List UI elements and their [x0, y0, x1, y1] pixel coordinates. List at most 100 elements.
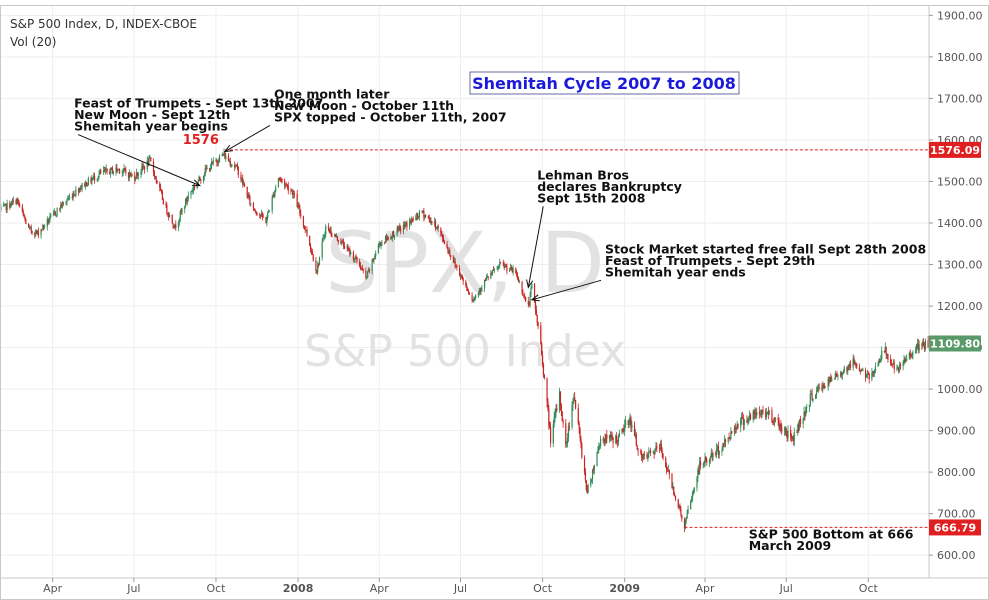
candle-body — [234, 165, 237, 168]
candle-body — [818, 387, 820, 389]
candle-body — [554, 413, 556, 418]
candle-body — [666, 471, 669, 472]
candle-body — [872, 371, 874, 373]
candle-body — [187, 195, 189, 199]
candle-body — [322, 237, 324, 242]
candle-body — [71, 196, 73, 199]
candle-body — [891, 363, 894, 365]
candle-body — [530, 288, 532, 295]
candle-body — [680, 509, 682, 515]
y-tick-label: 1500.00 — [937, 175, 983, 188]
candle-body — [577, 408, 579, 424]
candle-body — [603, 439, 605, 441]
candle-body — [821, 387, 823, 390]
candle-body — [356, 257, 358, 262]
candle-body — [306, 229, 308, 236]
candle-body — [829, 376, 831, 383]
candle-body — [849, 364, 852, 368]
candle-body — [455, 265, 457, 267]
candle-body — [134, 175, 136, 181]
candle-body — [916, 343, 918, 345]
candle-body — [458, 267, 461, 276]
candle-body — [690, 500, 692, 510]
candle-body — [861, 370, 863, 371]
candles — [0, 148, 930, 533]
candle-body — [685, 518, 687, 521]
candle-body — [278, 178, 280, 179]
candle-body — [415, 216, 417, 221]
candle-body — [758, 412, 761, 414]
candle-body — [384, 236, 387, 243]
candle-body — [772, 421, 774, 423]
candle-body — [293, 193, 296, 195]
candle-body — [9, 203, 11, 208]
time-scale[interactable]: Apr Jul Oct 2008 Apr Jul Oct 2009 Apr Jul Oct — [43, 578, 879, 595]
chart-title: Shemitah Cycle 2007 to 2008 — [472, 74, 736, 93]
candle-body — [777, 418, 779, 421]
candle-body — [496, 268, 498, 270]
candle-body — [410, 218, 413, 223]
candle-body — [61, 202, 64, 208]
candle-body — [556, 408, 558, 411]
candle-body — [186, 198, 189, 202]
annotation: Stock Market started free fall Sept 28th… — [530, 241, 926, 302]
candle-body — [418, 211, 421, 218]
candle-body — [799, 419, 802, 425]
candle-body — [428, 218, 430, 220]
candle-body — [843, 367, 845, 373]
candle-body — [310, 250, 313, 252]
candle-body — [277, 178, 280, 188]
candle-body — [46, 219, 48, 227]
candle-body — [771, 410, 773, 422]
candle-body — [833, 378, 836, 380]
candle-body — [604, 439, 606, 443]
candle-body — [380, 243, 382, 246]
candle-body — [27, 223, 30, 228]
candle-body — [465, 281, 467, 286]
x-tick-label: Jul — [453, 582, 467, 595]
candle-body — [677, 499, 679, 508]
candle-body — [730, 431, 732, 440]
candle-body — [85, 182, 87, 187]
candle-body — [517, 277, 520, 282]
candle-body — [175, 224, 177, 228]
candle-body — [60, 205, 62, 209]
candle-body — [253, 208, 255, 211]
candle-body — [643, 454, 645, 455]
candle-body — [60, 205, 63, 208]
candle-body — [93, 175, 96, 181]
candle-body — [349, 249, 351, 255]
candle-body — [115, 167, 117, 172]
candle-body — [80, 187, 82, 190]
candle-body — [708, 459, 711, 463]
volume-indicator[interactable]: Vol (20) — [10, 35, 56, 49]
candle-body — [43, 225, 45, 227]
candle-body — [140, 171, 142, 175]
symbol-title[interactable]: S&P 500 Index, D, INDEX-CBOE — [10, 17, 197, 31]
candle-body — [710, 452, 712, 457]
candle-body — [823, 386, 826, 388]
candle-body — [616, 440, 619, 443]
candle-body — [765, 411, 767, 418]
candle-body — [202, 176, 205, 181]
candle-body — [753, 411, 755, 415]
candle-body — [442, 234, 444, 239]
candle-body — [268, 211, 270, 213]
candle-body — [284, 184, 287, 186]
candle-body — [760, 413, 762, 415]
candle-body — [887, 354, 889, 360]
candle-body — [852, 358, 854, 368]
candle-body — [705, 457, 707, 461]
candle-body — [665, 458, 667, 468]
candle-body — [110, 167, 112, 175]
candle-body — [602, 438, 604, 441]
price-badge — [929, 519, 981, 536]
candle-body — [99, 171, 101, 174]
candle-body — [653, 452, 655, 455]
candle-body — [612, 437, 614, 444]
candle-body — [62, 202, 64, 204]
candle-body — [922, 341, 924, 346]
candle-body — [471, 294, 473, 301]
candle-body — [754, 412, 756, 415]
